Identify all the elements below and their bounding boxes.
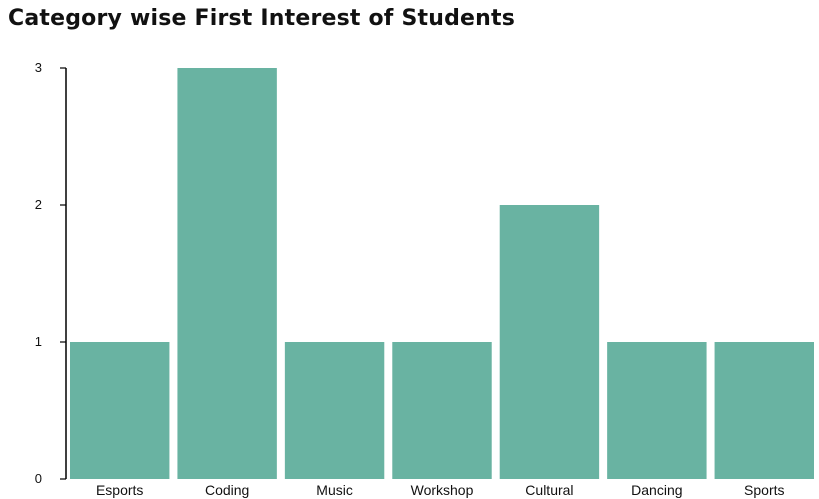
y-axis: 0 1 2 3 — [35, 60, 67, 486]
chart-title: Category wise First Interest of Students — [8, 6, 516, 31]
x-axis: Esports Coding Music Workshop Cultural Dancin… — [96, 482, 785, 498]
y-tick-label: 1 — [35, 334, 42, 349]
bar-esports — [70, 342, 170, 479]
x-tick-label: Cultural — [525, 482, 573, 498]
x-tick-label: Workshop — [411, 482, 474, 498]
bar-music — [284, 342, 385, 479]
bar-workshop — [392, 342, 492, 479]
x-tick-label: Coding — [205, 482, 249, 498]
bar-dancing — [607, 342, 707, 479]
bar-cultural — [499, 205, 600, 479]
y-tick-label: 0 — [35, 471, 42, 486]
x-tick-label: Dancing — [631, 482, 682, 498]
y-tick-label: 3 — [35, 60, 42, 75]
x-tick-label: Music — [316, 482, 353, 498]
bars-group — [70, 68, 814, 479]
bar-sports — [714, 342, 814, 479]
x-tick-label: Esports — [96, 482, 143, 498]
x-tick-label: Sports — [744, 482, 784, 498]
bar-coding — [177, 68, 277, 479]
y-tick-label: 2 — [35, 197, 42, 212]
